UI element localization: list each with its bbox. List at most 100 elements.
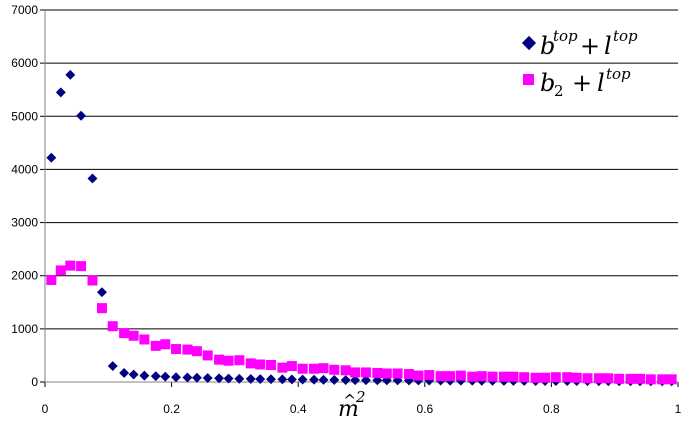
square-point xyxy=(498,371,509,382)
square-point xyxy=(657,374,668,385)
diamond-point xyxy=(329,374,340,385)
square-point xyxy=(119,328,130,339)
diamond-point xyxy=(119,368,130,378)
diamond-point xyxy=(139,370,150,381)
x-axis-label: m ^ 2 xyxy=(338,388,366,422)
diamond-point xyxy=(297,374,308,385)
square-point xyxy=(562,372,573,383)
diamond-point xyxy=(107,361,118,372)
diamond-point xyxy=(160,371,171,382)
legend-label-series-2-sup: top xyxy=(606,65,631,83)
x-tick-label: 0 xyxy=(42,402,49,416)
square-point xyxy=(645,374,656,385)
square-point xyxy=(435,371,446,382)
square-point xyxy=(245,358,256,369)
y-tick-label: 1000 xyxy=(11,322,38,336)
diamond-point xyxy=(97,287,107,298)
legend-label-series-2-plus: + xyxy=(572,69,592,97)
diamond-point xyxy=(255,374,266,385)
x-tick-label: 0.6 xyxy=(416,402,433,416)
square-point xyxy=(467,371,478,382)
x-tick-labels: 0 0.2 0.4 0.6 0.8 1 xyxy=(42,402,682,416)
diamond-point xyxy=(223,373,234,384)
square-point xyxy=(87,275,98,286)
square-point xyxy=(234,355,245,366)
square-point xyxy=(65,260,76,271)
square-point xyxy=(191,346,202,357)
legend-label-series-2-l: l xyxy=(597,69,605,97)
square-point xyxy=(139,334,150,345)
square-point xyxy=(372,367,383,378)
square-point xyxy=(309,363,320,374)
square-point xyxy=(582,373,593,384)
x-tick-label: 0.4 xyxy=(290,402,307,416)
diamond-point xyxy=(55,87,66,98)
square-point xyxy=(625,373,636,384)
square-point xyxy=(107,321,118,332)
diamond-point xyxy=(46,152,57,163)
square-point xyxy=(476,371,487,382)
diamond-point xyxy=(234,373,245,384)
y-tick-label: 3000 xyxy=(11,216,38,230)
legend-label-series-2-sub: 2 xyxy=(554,82,564,100)
y-tick-label: 7000 xyxy=(11,3,38,17)
diamond-point xyxy=(360,375,371,386)
y-tick-label: 5000 xyxy=(11,109,38,123)
diamond-point xyxy=(87,173,98,184)
square-point xyxy=(381,368,392,379)
diamond-point xyxy=(266,374,276,385)
legend-label-series-1-sup1: top xyxy=(553,27,578,45)
square-point xyxy=(635,373,646,384)
x-axis-label-exponent: 2 xyxy=(355,388,366,406)
square-point xyxy=(214,354,225,365)
y-tick-labels: 0 1000 2000 3000 4000 5000 6000 7000 xyxy=(11,3,38,389)
diamond-point xyxy=(245,373,256,384)
square-point xyxy=(96,303,107,314)
diamond-point xyxy=(277,374,288,385)
x-axis-label-hat: ^ xyxy=(343,391,356,410)
square-point xyxy=(329,364,340,375)
square-point xyxy=(160,339,171,350)
diamond-point xyxy=(286,374,297,385)
square-point xyxy=(603,373,614,384)
axes xyxy=(44,10,678,383)
square-point xyxy=(540,372,551,383)
square-point xyxy=(46,274,57,285)
square-point xyxy=(614,373,625,384)
square-point xyxy=(182,344,193,355)
square-point xyxy=(508,371,519,382)
square-point xyxy=(666,374,677,385)
square-point xyxy=(550,372,561,383)
square-point xyxy=(171,344,182,355)
square-point xyxy=(297,363,308,374)
gridlines xyxy=(40,9,679,387)
square-point xyxy=(265,359,276,370)
square-point xyxy=(318,363,329,374)
legend-marker-diamond xyxy=(521,35,537,51)
diamond-point xyxy=(318,374,329,385)
diamond-point xyxy=(171,372,181,383)
diamond-point xyxy=(128,369,139,380)
diamond-point xyxy=(191,372,202,383)
square-point xyxy=(445,371,456,382)
legend: b top + l top b 2 + l top xyxy=(521,27,638,100)
square-point xyxy=(455,370,466,381)
square-point xyxy=(424,370,435,381)
legend-label-series-1-plus: + xyxy=(580,32,600,60)
square-point xyxy=(392,368,403,379)
square-point xyxy=(360,367,371,378)
square-point xyxy=(255,359,266,370)
square-point xyxy=(277,362,288,373)
square-point xyxy=(128,330,139,341)
legend-label-series-2: b xyxy=(540,69,555,97)
series-2 xyxy=(46,260,677,385)
square-point xyxy=(286,361,297,372)
diamond-point xyxy=(65,69,76,80)
y-tick-label: 4000 xyxy=(11,162,38,176)
square-point xyxy=(487,371,498,382)
legend-label-series-1: b xyxy=(540,32,555,60)
diamond-point xyxy=(76,110,87,121)
legend-label-series-1-l: l xyxy=(604,32,612,60)
diamond-point xyxy=(214,373,225,384)
